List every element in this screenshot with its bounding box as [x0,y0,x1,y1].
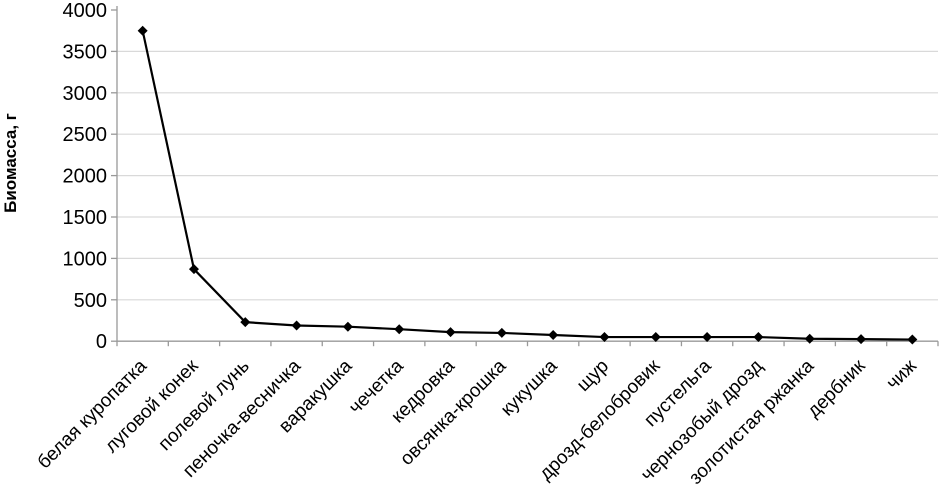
data-point-marker [702,332,713,343]
y-tick-label: 1500 [63,207,108,229]
data-point-marker [394,324,405,335]
x-category-label: кукушка [497,355,562,420]
data-point-marker [188,264,199,275]
y-tick-label: 3500 [63,41,108,63]
data-point-marker [650,332,661,343]
y-tick-label: 2000 [63,166,108,188]
data-point-marker [599,332,610,343]
y-tick-label: 3000 [63,83,108,105]
data-point-marker [907,334,918,345]
data-point-marker [804,333,815,344]
x-category-label: чиж [883,355,922,394]
data-point-marker [291,320,302,331]
data-point-marker [496,327,507,338]
data-point-marker [342,321,353,332]
data-point-marker [856,334,867,345]
x-category-label: полевой лунь [155,356,254,455]
y-tick-label: 1000 [63,248,108,270]
data-line [141,30,913,341]
y-tick-label: 500 [74,290,107,312]
data-point-marker [445,327,456,338]
y-tick-label: 0 [96,331,107,353]
data-point-marker [753,332,764,343]
y-axis-title: Биомасса, г [1,113,20,213]
y-tick-label: 4000 [63,0,108,22]
x-category-label: дербник [803,355,870,422]
data-point-marker [137,25,148,36]
data-point-marker [548,329,559,340]
y-tick-label: 2500 [63,124,108,146]
x-category-label: щур [573,356,613,396]
data-point-marker [240,317,251,328]
